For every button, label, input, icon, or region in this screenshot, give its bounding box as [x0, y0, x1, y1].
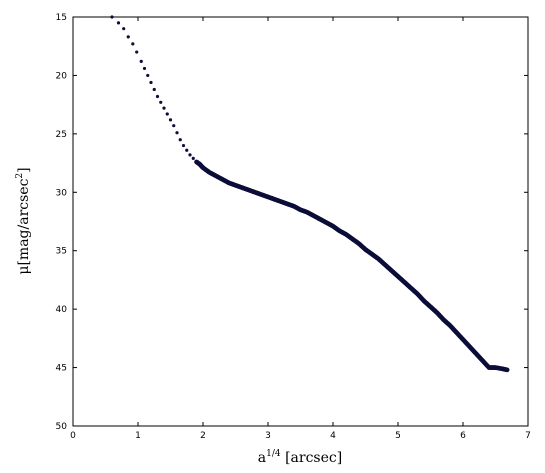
- y-axis-label-close: ]: [16, 167, 32, 172]
- x-tick-label: 5: [395, 431, 401, 441]
- data-point: [172, 124, 176, 128]
- x-tick-label: 6: [460, 431, 466, 441]
- data-point: [139, 59, 143, 64]
- data-point: [178, 138, 182, 142]
- x-axis: 0 1 2 3 4 5 6 7: [70, 17, 531, 441]
- x-tick-label: 1: [135, 431, 141, 441]
- data-point: [126, 35, 130, 39]
- data-point: [116, 21, 121, 25]
- x-axis-label: a1/4 [arcsec]: [258, 449, 342, 466]
- data-series: [110, 15, 510, 373]
- x-tick-label: 2: [200, 431, 206, 441]
- y-tick-label: 35: [56, 247, 67, 257]
- y-axis-label: μ[mag/arcsec2]: [15, 167, 32, 274]
- y-tick-label: 30: [56, 188, 68, 198]
- data-point: [142, 66, 147, 71]
- x-tick-label: 0: [70, 431, 76, 441]
- x-tick-label: 7: [525, 431, 531, 441]
- data-point: [110, 15, 114, 19]
- y-axis-label-superscript: 2: [15, 173, 25, 179]
- data-point: [191, 156, 195, 160]
- data-point: [168, 118, 173, 122]
- data-point: [185, 148, 189, 152]
- y-tick-label: 25: [56, 130, 67, 140]
- data-point: [504, 367, 510, 373]
- data-point: [188, 153, 192, 157]
- x-axis-label-superscript: 1/4: [266, 449, 281, 459]
- y-tick-label: 15: [56, 13, 67, 23]
- data-point: [122, 27, 126, 31]
- data-point: [131, 42, 135, 46]
- y-tick-label: 20: [56, 71, 68, 81]
- data-point: [175, 131, 179, 135]
- data-point: [165, 112, 169, 116]
- data-point: [155, 94, 160, 99]
- data-point: [135, 50, 139, 54]
- x-tick-label: 3: [265, 431, 271, 441]
- data-point: [146, 73, 150, 78]
- data-point: [159, 100, 163, 104]
- y-tick-label: 45: [56, 364, 67, 374]
- x-tick-label: 4: [330, 431, 336, 441]
- y-axis-label-base: μ[mag/arcsec: [16, 178, 32, 274]
- plot-area-frame: [72, 16, 529, 427]
- y-tick-label: 40: [56, 305, 68, 315]
- x-axis-label-base: a: [258, 450, 266, 466]
- data-point: [162, 106, 166, 110]
- data-point: [149, 80, 153, 85]
- data-point: [181, 143, 186, 148]
- y-axis: 15 20 25 30 35 40 45 50: [56, 13, 528, 432]
- y-tick-label: 50: [56, 422, 68, 432]
- data-point: [152, 87, 156, 92]
- x-axis-label-unit: [arcsec]: [281, 450, 343, 466]
